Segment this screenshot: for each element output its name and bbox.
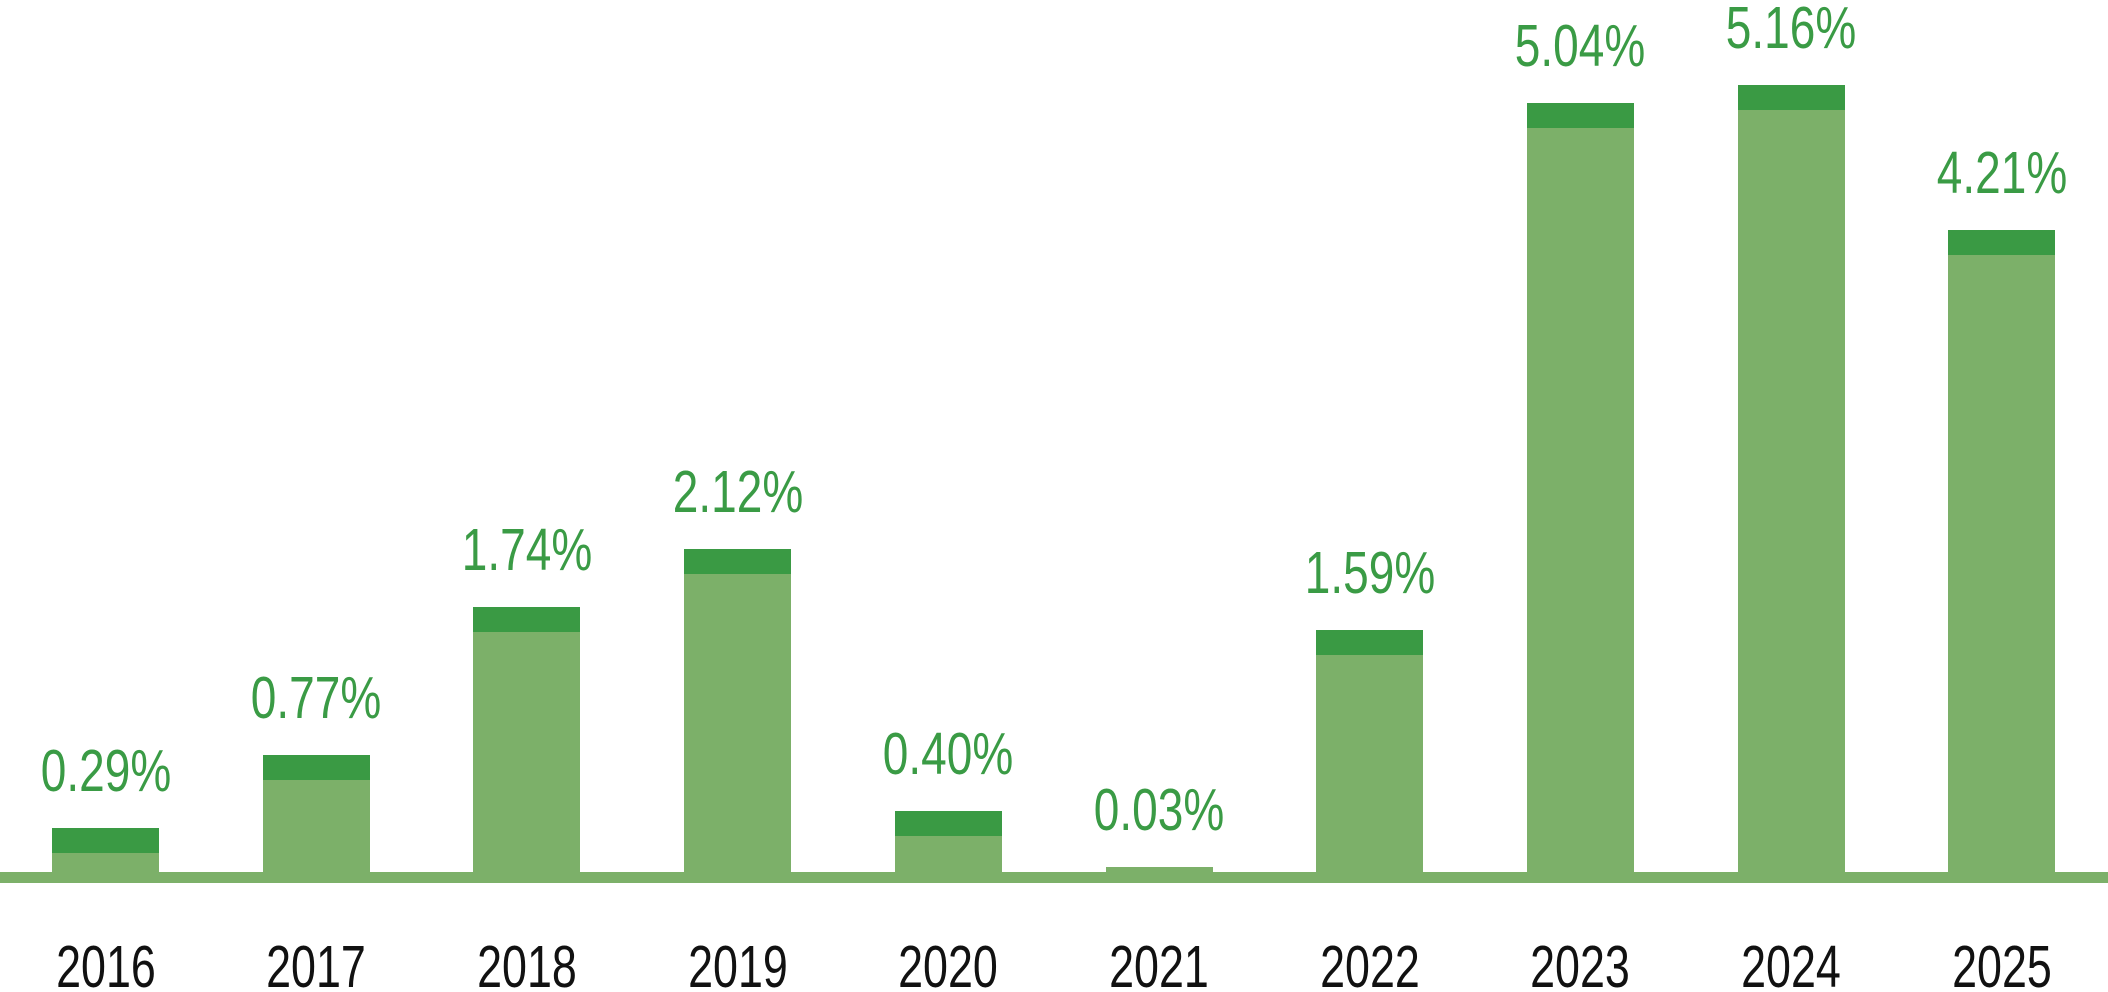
category-label-2022: 2022 — [1319, 934, 1420, 992]
bar-2018 — [473, 607, 581, 883]
bar-2024 — [1737, 85, 1845, 883]
category-label-2021: 2021 — [1109, 934, 1209, 992]
bar-cap-2019 — [684, 549, 792, 574]
data-label-2025: 4.21% — [1936, 140, 2068, 206]
bar-cap-2016 — [52, 828, 159, 853]
bar-2023 — [1526, 103, 1634, 883]
data-label-2024: 5.16% — [1725, 0, 1857, 61]
bar-2025 — [1948, 230, 2056, 883]
category-label-2017: 2017 — [266, 934, 367, 992]
bar-cap-2018 — [473, 607, 581, 632]
category-label-2023: 2023 — [1530, 934, 1631, 992]
data-label-2019: 2.12% — [672, 459, 803, 525]
bar-2016 — [52, 828, 159, 883]
category-label-2016: 2016 — [55, 934, 156, 992]
category-label-2018: 2018 — [477, 934, 577, 992]
data-label-2017: 0.77% — [250, 665, 382, 731]
category-label-2020: 2020 — [898, 934, 999, 992]
data-label-2016: 0.29% — [40, 738, 171, 804]
bar-cap-2020 — [894, 811, 1002, 836]
bar-2019 — [684, 549, 792, 883]
category-label-2019: 2019 — [687, 934, 788, 992]
bar-cap-2025 — [1948, 230, 2056, 255]
bar-cap-2017 — [262, 755, 370, 780]
data-label-2023: 5.04% — [1515, 13, 1646, 79]
bar-2020 — [894, 811, 1002, 883]
bar-2017 — [262, 755, 370, 883]
data-label-2021: 0.03% — [1093, 777, 1225, 843]
bar-2021 — [1105, 867, 1213, 883]
x-axis-baseline — [0, 872, 2108, 883]
bar-cap-2022 — [1316, 630, 1424, 655]
bar-cap-2023 — [1526, 103, 1634, 128]
category-label-2024: 2024 — [1741, 934, 1841, 992]
category-label-2025: 2025 — [1951, 934, 2052, 992]
bar-2022 — [1316, 630, 1424, 883]
data-label-2022: 1.59% — [1304, 540, 1435, 606]
bar-cap-2024 — [1737, 85, 1845, 110]
data-label-2018: 1.74% — [461, 517, 593, 583]
data-label-2020: 0.40% — [883, 721, 1014, 787]
